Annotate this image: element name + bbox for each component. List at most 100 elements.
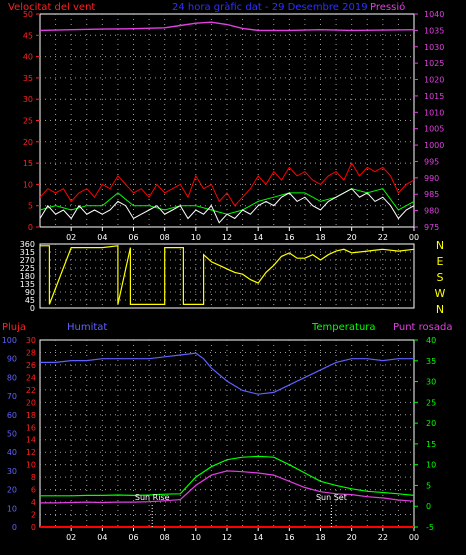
rain-label: Pluja [2,322,26,333]
rain-tick-label: 0 [31,523,36,532]
rain-tick-label: 16 [26,423,36,432]
rain-tick-label: 28 [26,348,36,357]
rain-tick-label: 4 [31,498,36,507]
dewpoint-label: Punt rosada [393,322,452,333]
temp-panel-x-tick-label: 12 [222,533,232,542]
rain-tick-label: 12 [26,448,36,457]
sun-annotation: Sun Rise [135,493,170,502]
series-humidity [40,352,414,395]
humidity-tick-label: 50 [7,430,17,439]
pressure-tick-label: 1000 [424,141,444,150]
wind-speed-tick-label: 5 [28,202,33,211]
rain-tick-label: 6 [31,486,36,495]
sun-annotation: Sun Set [316,493,347,502]
wind-panel-x-tick-label: 18 [315,233,325,242]
pressure-tick-label: 1020 [424,76,444,85]
temperature-tick-label: 0 [426,502,431,511]
wind-speed-tick-label: 0 [28,223,33,232]
rain-tick-label: 22 [26,386,36,395]
wind-speed-tick-label: 15 [23,159,33,168]
wind-panel-x-tick-label: 04 [97,233,107,242]
pressure-tick-label: 1035 [424,26,444,35]
rain-tick-label: 8 [31,473,36,482]
chart-title: 24 hora gràfic dat - 29 Desembre 2019 [172,1,368,13]
humidity-tick-label: 30 [7,467,17,476]
compass-label: S [437,271,444,284]
direction-tick-label: 315 [20,248,35,257]
compass-label: N [436,303,444,316]
pressure-tick-label: 1030 [424,43,444,52]
wind-panel-x-tick-label: 12 [222,233,232,242]
humidity-tick-label: 70 [7,392,17,401]
humidity-tick-label: 80 [7,373,17,382]
direction-tick-label: 360 [20,240,35,249]
rain-tick-label: 18 [26,411,36,420]
compass-label: E [437,255,444,268]
direction-panel-frame [39,243,415,309]
rain-tick-label: 24 [26,373,36,382]
temp-panel-frame [39,339,415,528]
wind-panel-x-tick-label: 02 [66,233,76,242]
humidity-tick-label: 10 [7,504,17,513]
temperature-tick-label: 35 [426,357,436,366]
rain-tick-label: 14 [26,436,36,445]
direction-tick-label: 180 [20,272,35,281]
temp-panel-x-tick-label: 14 [253,533,263,542]
direction-tick-label: 225 [20,264,35,273]
temperature-tick-label: 25 [426,398,436,407]
series-direction [40,245,415,305]
series-speed [39,188,415,224]
temp-panel-x-tick-label: 22 [378,533,388,542]
wind-panel-x-tick-label: 06 [128,233,138,242]
temp-panel-x-tick-label: 08 [160,533,170,542]
temperature-tick-label: 30 [426,378,436,387]
wind-speed-tick-label: 30 [23,95,33,104]
compass-label: W [435,287,446,300]
temperature-tick-label: 10 [426,461,436,470]
wind-speed-label: Velocitat del vent [8,2,95,13]
wind-panel-x-tick-label: 22 [378,233,388,242]
pressure-tick-label: 1005 [424,125,444,134]
rain-tick-label: 10 [26,461,36,470]
wind-speed-tick-label: 35 [23,74,33,83]
wind-panel-x-tick-label: 00 [409,233,419,242]
rain-tick-label: 2 [31,511,36,520]
wind-panel-x-tick-label: 14 [253,233,263,242]
rain-tick-label: 30 [26,336,36,345]
temp-panel-x-tick-label: 16 [284,533,294,542]
wind-panel-x-tick-label: 08 [160,233,170,242]
pressure-tick-label: 1010 [424,108,444,117]
wind-speed-tick-label: 40 [23,53,33,62]
humidity-tick-label: 0 [12,523,17,532]
pressure-tick-label: 990 [424,174,439,183]
direction-tick-label: 0 [30,304,35,313]
temp-panel-x-tick-label: 10 [191,533,201,542]
wind-speed-tick-label: 50 [23,10,33,19]
rain-tick-label: 20 [26,398,36,407]
wind-speed-tick-label: 10 [23,180,33,189]
temp-panel-x-tick-label: 00 [409,533,419,542]
temperature-tick-label: 20 [426,419,436,428]
series-dewpoint [40,470,415,504]
temperature-tick-label: 15 [426,440,436,449]
pressure-tick-label: 1025 [424,59,444,68]
rain-tick-label: 26 [26,361,36,370]
humidity-tick-label: 60 [7,411,17,420]
pressure-tick-label: 995 [424,157,439,166]
humidity-tick-label: 90 [7,355,17,364]
wind-panel-x-tick-label: 16 [284,233,294,242]
temperature-tick-label: -5 [426,523,434,532]
wind-speed-tick-label: 45 [23,31,33,40]
temp-panel-x-tick-label: 18 [315,533,325,542]
wind-speed-tick-label: 25 [23,117,33,126]
humidity-tick-label: 100 [2,336,17,345]
series-gust [39,162,415,207]
direction-tick-label: 90 [25,288,35,297]
direction-tick-label: 45 [25,296,35,305]
pressure-tick-label: 985 [424,190,439,199]
temperature-tick-label: 5 [426,481,431,490]
direction-tick-label: 270 [20,256,35,265]
pressure-tick-label: 1040 [424,10,444,19]
wind-speed-tick-label: 20 [23,138,33,147]
